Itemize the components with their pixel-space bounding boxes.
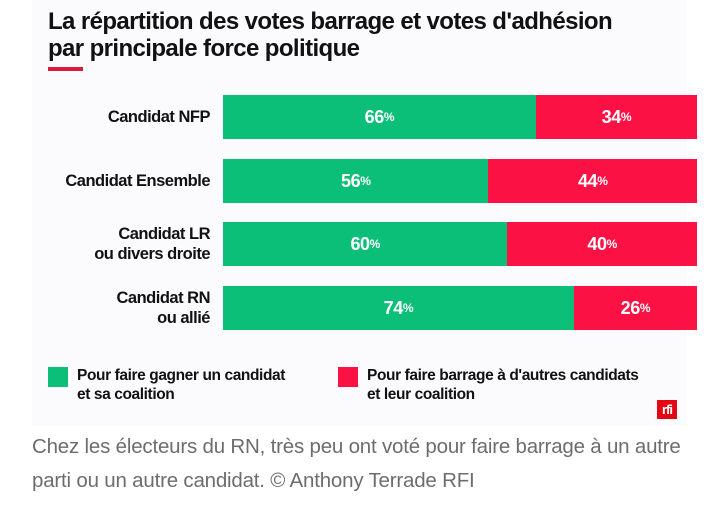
category-label: Candidat Ensemble bbox=[65, 172, 210, 190]
percent-sign: % bbox=[597, 174, 608, 188]
data-label: 74 bbox=[383, 297, 404, 318]
percent-sign: % bbox=[360, 174, 371, 188]
stacked-bar: 56% 44% bbox=[223, 159, 697, 203]
percent-sign: % bbox=[369, 237, 381, 251]
bar-segment-adhesion: 66% bbox=[223, 95, 536, 139]
stacked-bar: 74% 26% bbox=[223, 286, 697, 330]
bar-segment-adhesion: 74% bbox=[223, 286, 574, 330]
legend-label-barrage: Pour faire barrage à d'autres candidats … bbox=[367, 367, 639, 403]
data-label: 34 bbox=[601, 106, 622, 127]
bar-segment-adhesion: 60% bbox=[223, 222, 508, 266]
bar-segment-barrage: 44% bbox=[488, 159, 697, 203]
data-label: 60 bbox=[350, 233, 370, 254]
bar-segment-adhesion: 56% bbox=[223, 159, 489, 203]
data-label: 26 bbox=[620, 297, 641, 318]
bar-segment-barrage: 26% bbox=[573, 286, 697, 330]
chart-title-line-1: La répartition des votes barrage et vote… bbox=[48, 8, 613, 35]
title-accent-rule bbox=[48, 67, 83, 71]
chart-title-line-2: par principale force politique bbox=[48, 35, 360, 62]
stacked-bar: 66% 34% bbox=[223, 95, 697, 139]
category-label: Candidat LR ou divers droite bbox=[94, 225, 210, 263]
chart-title: La répartition des votes barrage et vote… bbox=[48, 8, 688, 62]
data-label: 40 bbox=[587, 233, 607, 254]
data-label: 66 bbox=[364, 106, 385, 127]
legend-item-adhesion: Pour faire gagner un candidat et sa coal… bbox=[48, 366, 285, 404]
percent-sign: % bbox=[620, 110, 632, 124]
legend-swatch-red bbox=[338, 367, 358, 387]
chart-figure: La répartition des votes barrage et vote… bbox=[32, 0, 697, 426]
data-label: 56 bbox=[340, 170, 361, 191]
legend-item-barrage: Pour faire barrage à d'autres candidats … bbox=[338, 366, 639, 404]
bar-segment-barrage: 40% bbox=[507, 222, 697, 266]
percent-sign: % bbox=[639, 301, 651, 315]
percent-sign: % bbox=[606, 237, 618, 251]
category-label: Candidat RN ou allié bbox=[116, 289, 211, 327]
legend-label-adhesion: Pour faire gagner un candidat et sa coal… bbox=[77, 367, 286, 403]
bar-segment-barrage: 34% bbox=[535, 95, 697, 139]
data-label: 44 bbox=[577, 170, 598, 191]
legend-swatch-green bbox=[48, 367, 68, 387]
category-label: Candidat NFP bbox=[107, 108, 211, 126]
percent-sign: % bbox=[402, 301, 414, 315]
percent-sign: % bbox=[383, 110, 395, 124]
image-caption: Chez les électeurs du RN, très peu ont v… bbox=[32, 435, 681, 492]
stacked-bar: 60% 40% bbox=[223, 222, 697, 266]
rfi-logo: rfi bbox=[657, 400, 677, 419]
